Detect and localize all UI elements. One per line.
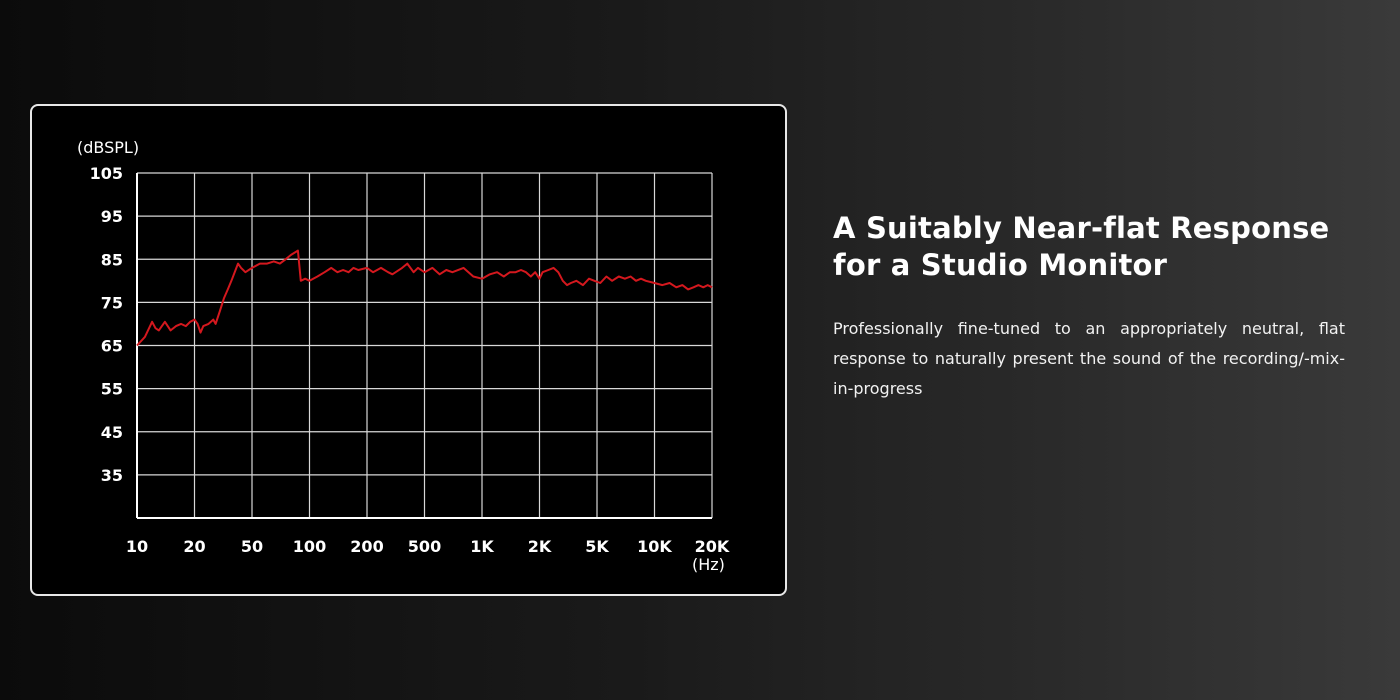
frequency-response-chart-card: (dBSPL) (Hz) 105 95 85 75 65 55 45 35 10 20 50 100 2… <box>30 104 787 596</box>
y-tick-label: 55 <box>101 380 123 399</box>
x-tick-label: 20K <box>695 537 730 556</box>
x-tick-label: 10K <box>637 537 672 556</box>
y-tick-label: 75 <box>101 293 123 312</box>
y-tick-label: 35 <box>101 466 123 485</box>
headline-line-2: for a Studio Monitor <box>833 248 1168 282</box>
y-tick-label: 85 <box>101 250 123 269</box>
frequency-response-chart: (dBSPL) (Hz) 105 95 85 75 65 55 45 35 10 20 50 100 2… <box>77 138 730 574</box>
headline-line-1: A Suitably Near-flat Response <box>833 211 1330 245</box>
y-tick-label: 45 <box>101 423 123 442</box>
x-tick-label: 10 <box>126 537 148 556</box>
y-tick-label: 65 <box>101 337 123 356</box>
frequency-response-line <box>136 249 713 347</box>
x-tick-label: 2K <box>528 537 552 556</box>
feature-headline: A Suitably Near-flat Response for a Stud… <box>833 210 1345 284</box>
y-tick-label: 95 <box>101 207 123 226</box>
x-tick-label: 50 <box>241 537 263 556</box>
chart-labels: (dBSPL) (Hz) 105 95 85 75 65 55 45 35 10 20 50 100 2… <box>77 138 730 574</box>
y-tick-label: 105 <box>90 164 123 183</box>
chart-series <box>136 249 713 347</box>
x-tick-label: 1K <box>470 537 494 556</box>
x-tick-label: 100 <box>293 537 326 556</box>
x-tick-label: 20 <box>183 537 205 556</box>
feature-description: Professionally fine-tuned to an appropri… <box>833 319 1345 398</box>
x-tick-label: 200 <box>350 537 383 556</box>
x-tick-label: 5K <box>585 537 609 556</box>
feature-text-panel: A Suitably Near-flat Response for a Stud… <box>833 210 1345 404</box>
chart-grid <box>137 172 713 518</box>
y-axis-unit-label: (dBSPL) <box>77 138 139 157</box>
x-axis-unit-label: (Hz) <box>692 555 725 574</box>
x-tick-label: 500 <box>408 537 441 556</box>
